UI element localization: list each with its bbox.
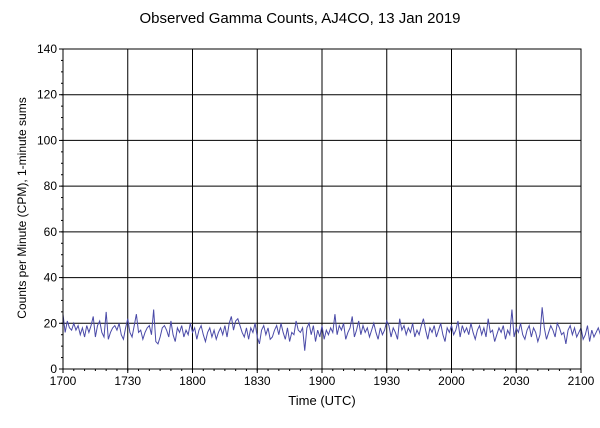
x-tick-label: 2100 <box>568 374 595 388</box>
series-line <box>62 307 600 351</box>
y-tick-label: 120 <box>37 88 57 102</box>
x-tick-label: 1900 <box>309 374 336 388</box>
x-tick-label: 2000 <box>438 374 465 388</box>
y-axis-label: Counts per Minute (CPM), 1-minute sums <box>15 97 29 319</box>
y-tick-label: 0 <box>50 362 57 376</box>
x-axis-label: Time (UTC) <box>288 393 356 408</box>
plot-frame <box>62 48 582 370</box>
x-tick-label: 1730 <box>114 374 141 388</box>
y-tick-label: 40 <box>44 271 58 285</box>
x-tick-label: 1700 <box>50 374 77 388</box>
y-tick-label: 80 <box>44 179 58 193</box>
x-tick-label: 2030 <box>503 374 530 388</box>
y-tick-label: 140 <box>37 42 57 56</box>
chart-title: Observed Gamma Counts, AJ4CO, 13 Jan 201… <box>139 10 461 27</box>
x-tick-label: 1800 <box>179 374 206 388</box>
y-tick-label: 100 <box>37 133 57 147</box>
x-tick-label: 1930 <box>373 374 400 388</box>
y-tick-label: 60 <box>44 225 58 239</box>
x-tick-label: 1830 <box>244 374 271 388</box>
y-tick-label: 20 <box>44 316 58 330</box>
